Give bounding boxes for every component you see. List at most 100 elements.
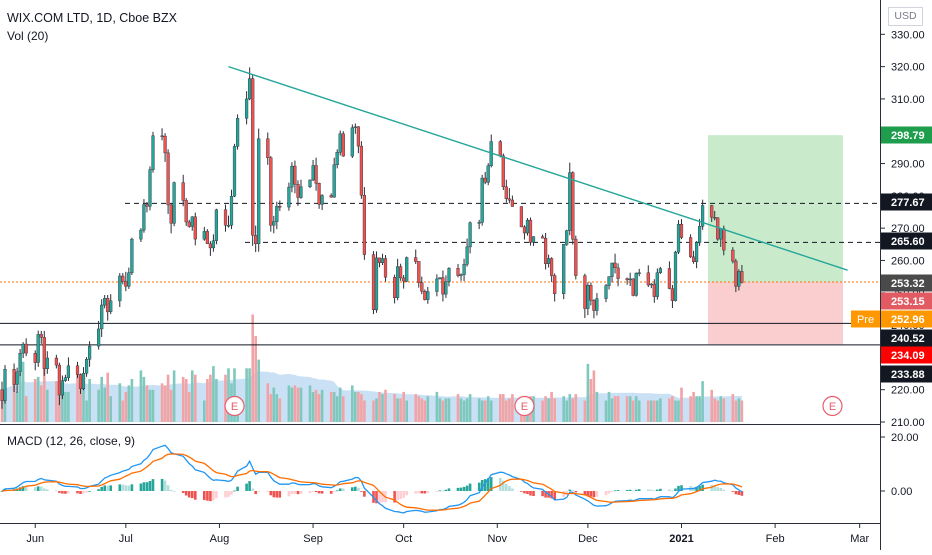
- candle-body: [655, 272, 659, 297]
- candle-body: [468, 222, 472, 248]
- candle-body: [625, 278, 629, 281]
- candle-body: [574, 238, 578, 276]
- candle-body: [456, 268, 460, 276]
- macd-histogram-bar: [97, 489, 100, 491]
- macd-histogram-bar: [405, 491, 408, 496]
- macd-histogram-bar: [335, 490, 339, 492]
- volume-bar: [82, 387, 85, 422]
- macd-histogram-bar: [508, 486, 511, 491]
- macd-histogram-bar: [61, 491, 64, 494]
- candle-body: [510, 199, 514, 207]
- volume-bar: [417, 396, 421, 422]
- currency-button[interactable]: USD: [888, 7, 923, 26]
- candle-body: [244, 98, 249, 119]
- candle-body: [229, 195, 234, 226]
- horizontal-lines[interactable]: [0, 202, 880, 346]
- candle-body: [166, 152, 170, 206]
- macd-histogram-bar: [677, 485, 680, 491]
- candle-body: [33, 353, 37, 363]
- macd-histogram-bar: [462, 486, 466, 491]
- candle-body: [36, 334, 40, 363]
- candle-body: [24, 343, 28, 354]
- candle-body: [396, 266, 400, 298]
- macd-histogram-bar: [375, 491, 378, 504]
- volume-bar: [571, 398, 575, 422]
- signal-line: [1, 453, 743, 511]
- candle-body: [658, 268, 662, 273]
- volume-bar: [139, 370, 143, 422]
- volume-bar: [357, 391, 360, 422]
- long-position-profit-zone[interactable]: [708, 135, 843, 283]
- volume-bars: [0, 314, 744, 423]
- price-label-bg: [881, 310, 932, 328]
- candle-body: [480, 177, 484, 223]
- candle-body: [84, 359, 89, 374]
- candle-body: [335, 151, 339, 165]
- volume-bar: [589, 379, 593, 422]
- candle-body: [232, 146, 237, 197]
- macd-histogram-bar: [233, 490, 236, 492]
- candle-body: [613, 262, 617, 269]
- candle-body: [359, 145, 363, 196]
- volume-indicator-label[interactable]: Vol (20): [7, 29, 49, 43]
- volume-bar: [224, 374, 227, 422]
- candle-body: [383, 258, 388, 278]
- volume-bar: [544, 396, 547, 422]
- macd-histogram-bar: [142, 482, 146, 491]
- macd-histogram-bar: [511, 488, 514, 491]
- macd-histogram-bar: [320, 491, 324, 494]
- price-label-bg: [881, 365, 932, 383]
- volume-bar: [713, 398, 716, 422]
- candle-body: [679, 224, 684, 238]
- candle-body: [338, 133, 342, 153]
- time-axis[interactable]: Jun Jul Aug Sep Oct Nov Dec 2021 Feb Mar: [26, 524, 869, 545]
- trendline[interactable]: [228, 65, 848, 271]
- macd-histogram-bar: [583, 491, 587, 496]
- volume-bar: [680, 387, 683, 422]
- price-tick-label: 220.00: [891, 385, 925, 397]
- macd-histogram-bar: [314, 491, 318, 493]
- macd-histogram-bar: [616, 490, 620, 491]
- candle-body: [3, 369, 7, 401]
- macd-histogram-bar: [674, 488, 677, 491]
- volume-bar: [18, 372, 22, 422]
- candle-body: [374, 257, 379, 311]
- volume-bar: [583, 400, 587, 422]
- volume-bar: [15, 391, 19, 422]
- volume-bar: [511, 394, 514, 422]
- volume-bar: [251, 314, 254, 422]
- time-tick-label: Feb: [766, 533, 785, 545]
- candle-body: [247, 78, 252, 100]
- candle-body: [293, 165, 297, 185]
- volume-bar: [335, 396, 339, 422]
- candle-body: [96, 328, 101, 347]
- macd-histogram-bar: [79, 491, 82, 494]
- candle-body: [235, 118, 240, 147]
- time-tick-label: Jul: [119, 533, 133, 545]
- macd-indicator-label[interactable]: MACD (12, 26, close, 9): [7, 434, 136, 448]
- volume-bar: [734, 400, 738, 422]
- candle-body: [477, 222, 481, 224]
- macd-histogram-bar: [103, 485, 106, 491]
- volume-bar: [550, 391, 553, 422]
- macd-histogram-bar: [740, 491, 744, 496]
- long-position-loss-zone[interactable]: [708, 282, 843, 345]
- volume-bar: [604, 400, 608, 422]
- candle-body: [462, 264, 466, 275]
- macd-histogram-bar: [625, 490, 629, 491]
- volume-bar: [634, 396, 638, 422]
- candle-body: [208, 243, 212, 249]
- chart-title: WIX.COM LTD, 1D, Cboe BZX: [7, 11, 177, 25]
- macd-histogram-bar: [230, 491, 233, 495]
- volume-bar: [489, 400, 493, 422]
- price-label-text: 252.96: [891, 314, 925, 326]
- macd-histogram-bar: [698, 486, 701, 491]
- macd-histogram-bar: [293, 491, 297, 494]
- volume-bar: [332, 391, 336, 422]
- volume-bar: [396, 398, 399, 422]
- candle-body: [251, 78, 255, 236]
- candle-body: [172, 182, 176, 224]
